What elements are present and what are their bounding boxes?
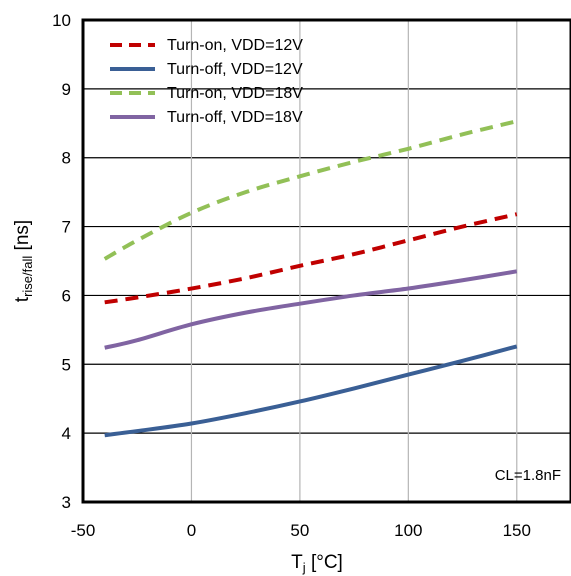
legend-label-3: Turn-off, VDD=18V	[167, 109, 303, 126]
y-tick-label: 3	[62, 493, 71, 512]
y-tick-labels: 3 4 5 6 7 8 9 10	[52, 11, 71, 512]
x-tick-label: 50	[290, 521, 309, 540]
annotation-text: CL=1.8nF	[495, 467, 561, 484]
y-tick-label: 8	[62, 149, 71, 168]
legend: Turn-on, VDD=12V Turn-off, VDD=12V Turn-on…	[110, 37, 303, 126]
x-axis-label-sub: j	[302, 560, 306, 575]
x-axis-label: Tj [°C]	[291, 552, 343, 575]
x-tick-label: -50	[71, 521, 96, 540]
legend-label-1: Turn-off, VDD=12V	[167, 61, 303, 78]
series-line-0	[104, 212, 518, 305]
y-axis-label-sub: rise/fall	[20, 256, 35, 297]
series-line-1	[104, 344, 518, 438]
x-axis-label-main: T	[291, 552, 303, 573]
y-axis-label: trise/fall [ns]	[12, 220, 35, 302]
x-tick-label: 100	[394, 521, 422, 540]
y-tick-label: 10	[52, 11, 71, 30]
plot-frame	[81, 18, 571, 504]
legend-label-2: Turn-on, VDD=18V	[167, 85, 303, 102]
legend-label-0: Turn-on, VDD=12V	[167, 37, 303, 54]
y-tick-label: 4	[62, 424, 71, 443]
x-tick-label: 0	[187, 521, 196, 540]
x-axis-label-unit: [°C]	[306, 552, 343, 573]
y-tick-label: 6	[62, 286, 71, 305]
y-tick-label: 7	[62, 218, 71, 237]
y-tick-label: 5	[62, 355, 71, 374]
series-line-2	[103, 119, 518, 261]
series-lines	[103, 119, 518, 438]
y-tick-label: 9	[62, 80, 71, 99]
series-line-3	[104, 269, 518, 350]
x-tick-label: 150	[503, 521, 531, 540]
y-axis-label-main: t	[12, 296, 33, 302]
x-tick-labels: -50 0 50 100 150	[71, 521, 531, 540]
y-axis-label-unit: [ns]	[12, 220, 33, 256]
